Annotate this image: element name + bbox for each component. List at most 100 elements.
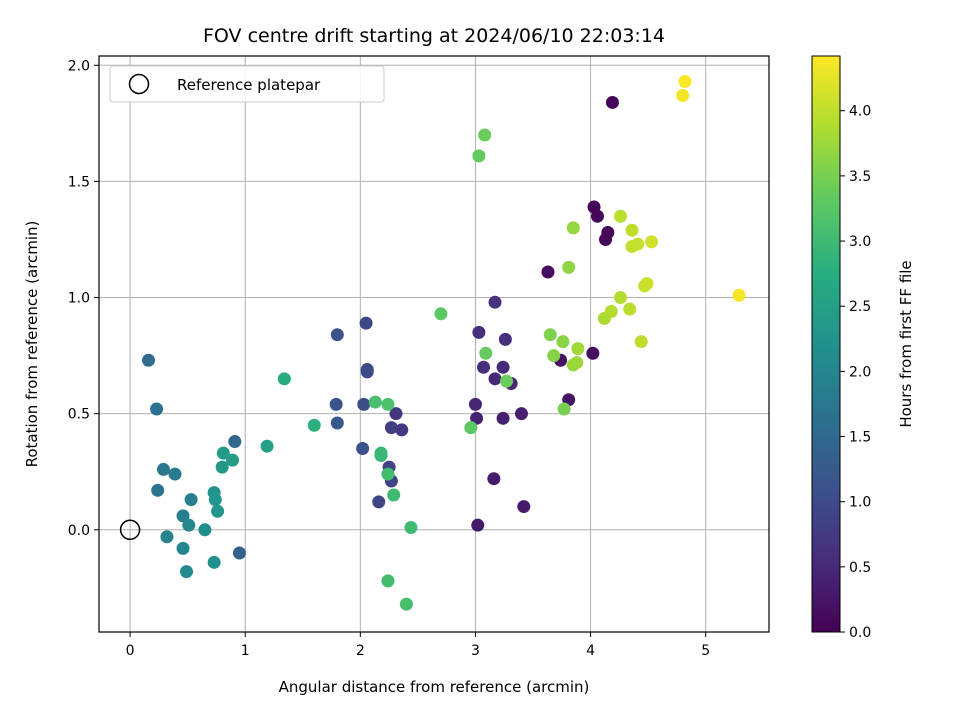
data-point <box>359 316 373 330</box>
data-point <box>478 128 492 142</box>
chart-title: FOV centre drift starting at 2024/06/10 … <box>203 25 665 47</box>
data-points <box>142 75 746 611</box>
colorbar-ticks: 0.0 0.5 1.0 1.5 2.0 2.5 3.0 3.5 4.0 <box>840 104 871 641</box>
data-point <box>151 483 165 497</box>
data-point <box>368 395 382 409</box>
data-point <box>487 472 501 486</box>
data-point <box>566 221 580 235</box>
x-tick-label: 5 <box>701 643 710 659</box>
data-point <box>160 530 174 544</box>
data-point <box>372 495 386 509</box>
data-point <box>182 518 196 532</box>
colorbar-tick-label: 4.0 <box>849 104 871 120</box>
data-point <box>156 462 170 476</box>
legend-reference-marker <box>128 73 150 95</box>
x-tick-label: 1 <box>241 643 250 659</box>
reference-platepar-marker <box>119 519 141 541</box>
data-point <box>498 332 512 346</box>
data-point <box>389 407 403 421</box>
data-point <box>176 541 190 555</box>
data-point <box>211 504 225 518</box>
data-point <box>676 88 690 102</box>
data-point <box>605 95 619 109</box>
data-point <box>472 149 486 163</box>
data-point <box>634 335 648 349</box>
data-point <box>356 442 370 456</box>
y-tick-label: 1.5 <box>68 174 90 190</box>
data-point <box>470 411 484 425</box>
data-point <box>395 423 409 437</box>
data-point <box>329 397 343 411</box>
y-axis-label: Rotation from reference (arcmin) <box>23 221 41 468</box>
data-point <box>543 328 557 342</box>
y-tick-label: 2.0 <box>68 58 90 74</box>
data-point <box>260 439 274 453</box>
data-point <box>556 335 570 349</box>
data-point <box>330 328 344 342</box>
data-point <box>557 402 571 416</box>
x-tick-label: 4 <box>586 643 595 659</box>
data-point <box>179 565 193 579</box>
data-point <box>613 209 627 223</box>
legend: Reference platepar <box>109 65 385 103</box>
colorbar <box>811 55 841 633</box>
data-point <box>207 555 221 569</box>
colorbar-tick-label: 3.5 <box>849 169 871 185</box>
x-tick-label: 0 <box>126 643 135 659</box>
data-point <box>399 597 413 611</box>
plot-area-frame <box>98 55 770 633</box>
data-point <box>488 295 502 309</box>
data-point <box>381 574 395 588</box>
data-point <box>168 467 182 481</box>
colorbar-tick-label: 1.0 <box>849 495 871 511</box>
y-tick-label: 0.0 <box>68 523 90 539</box>
data-point <box>198 523 212 537</box>
data-point <box>496 411 510 425</box>
data-point <box>586 346 600 360</box>
data-point <box>208 493 222 507</box>
data-point <box>479 346 493 360</box>
data-point <box>307 418 321 432</box>
data-point <box>176 509 190 523</box>
reference-marker-group <box>119 519 141 541</box>
data-point <box>645 235 659 249</box>
data-point <box>500 374 514 388</box>
data-point <box>732 288 746 302</box>
data-point <box>374 448 388 462</box>
data-point <box>404 520 418 534</box>
y-tick-label: 1.0 <box>68 291 90 307</box>
colorbar-tick-label: 3.0 <box>849 234 871 250</box>
data-point <box>517 500 531 514</box>
data-point <box>477 360 491 374</box>
data-point <box>571 342 585 356</box>
data-point <box>387 488 401 502</box>
colorbar-tick-label: 2.0 <box>849 364 871 380</box>
data-point <box>434 307 448 321</box>
y-tick-label: 0.5 <box>68 407 90 423</box>
data-point <box>184 493 198 507</box>
data-point <box>678 75 692 89</box>
data-point <box>468 397 482 411</box>
data-point <box>464 421 478 435</box>
x-axis-label: Angular distance from reference (arcmin) <box>279 678 590 696</box>
data-point <box>232 546 246 560</box>
colorbar-tick-label: 2.5 <box>849 299 871 315</box>
colorbar-tick-label: 0.5 <box>849 560 871 576</box>
x-tick-label: 2 <box>356 643 365 659</box>
y-axis-ticks: 0.0 0.5 1.0 1.5 2.0 <box>68 58 99 539</box>
data-point <box>226 453 240 467</box>
colorbar-tick-label: 1.5 <box>849 430 871 446</box>
data-point <box>381 467 395 481</box>
data-point <box>570 356 584 370</box>
data-point <box>471 518 485 532</box>
data-point <box>604 304 618 318</box>
data-point <box>599 232 613 246</box>
data-point <box>142 353 156 367</box>
legend-label-reference: Reference platepar <box>177 76 321 94</box>
data-point <box>625 223 639 237</box>
data-point <box>277 372 291 386</box>
data-point <box>228 435 242 449</box>
data-point <box>360 365 374 379</box>
